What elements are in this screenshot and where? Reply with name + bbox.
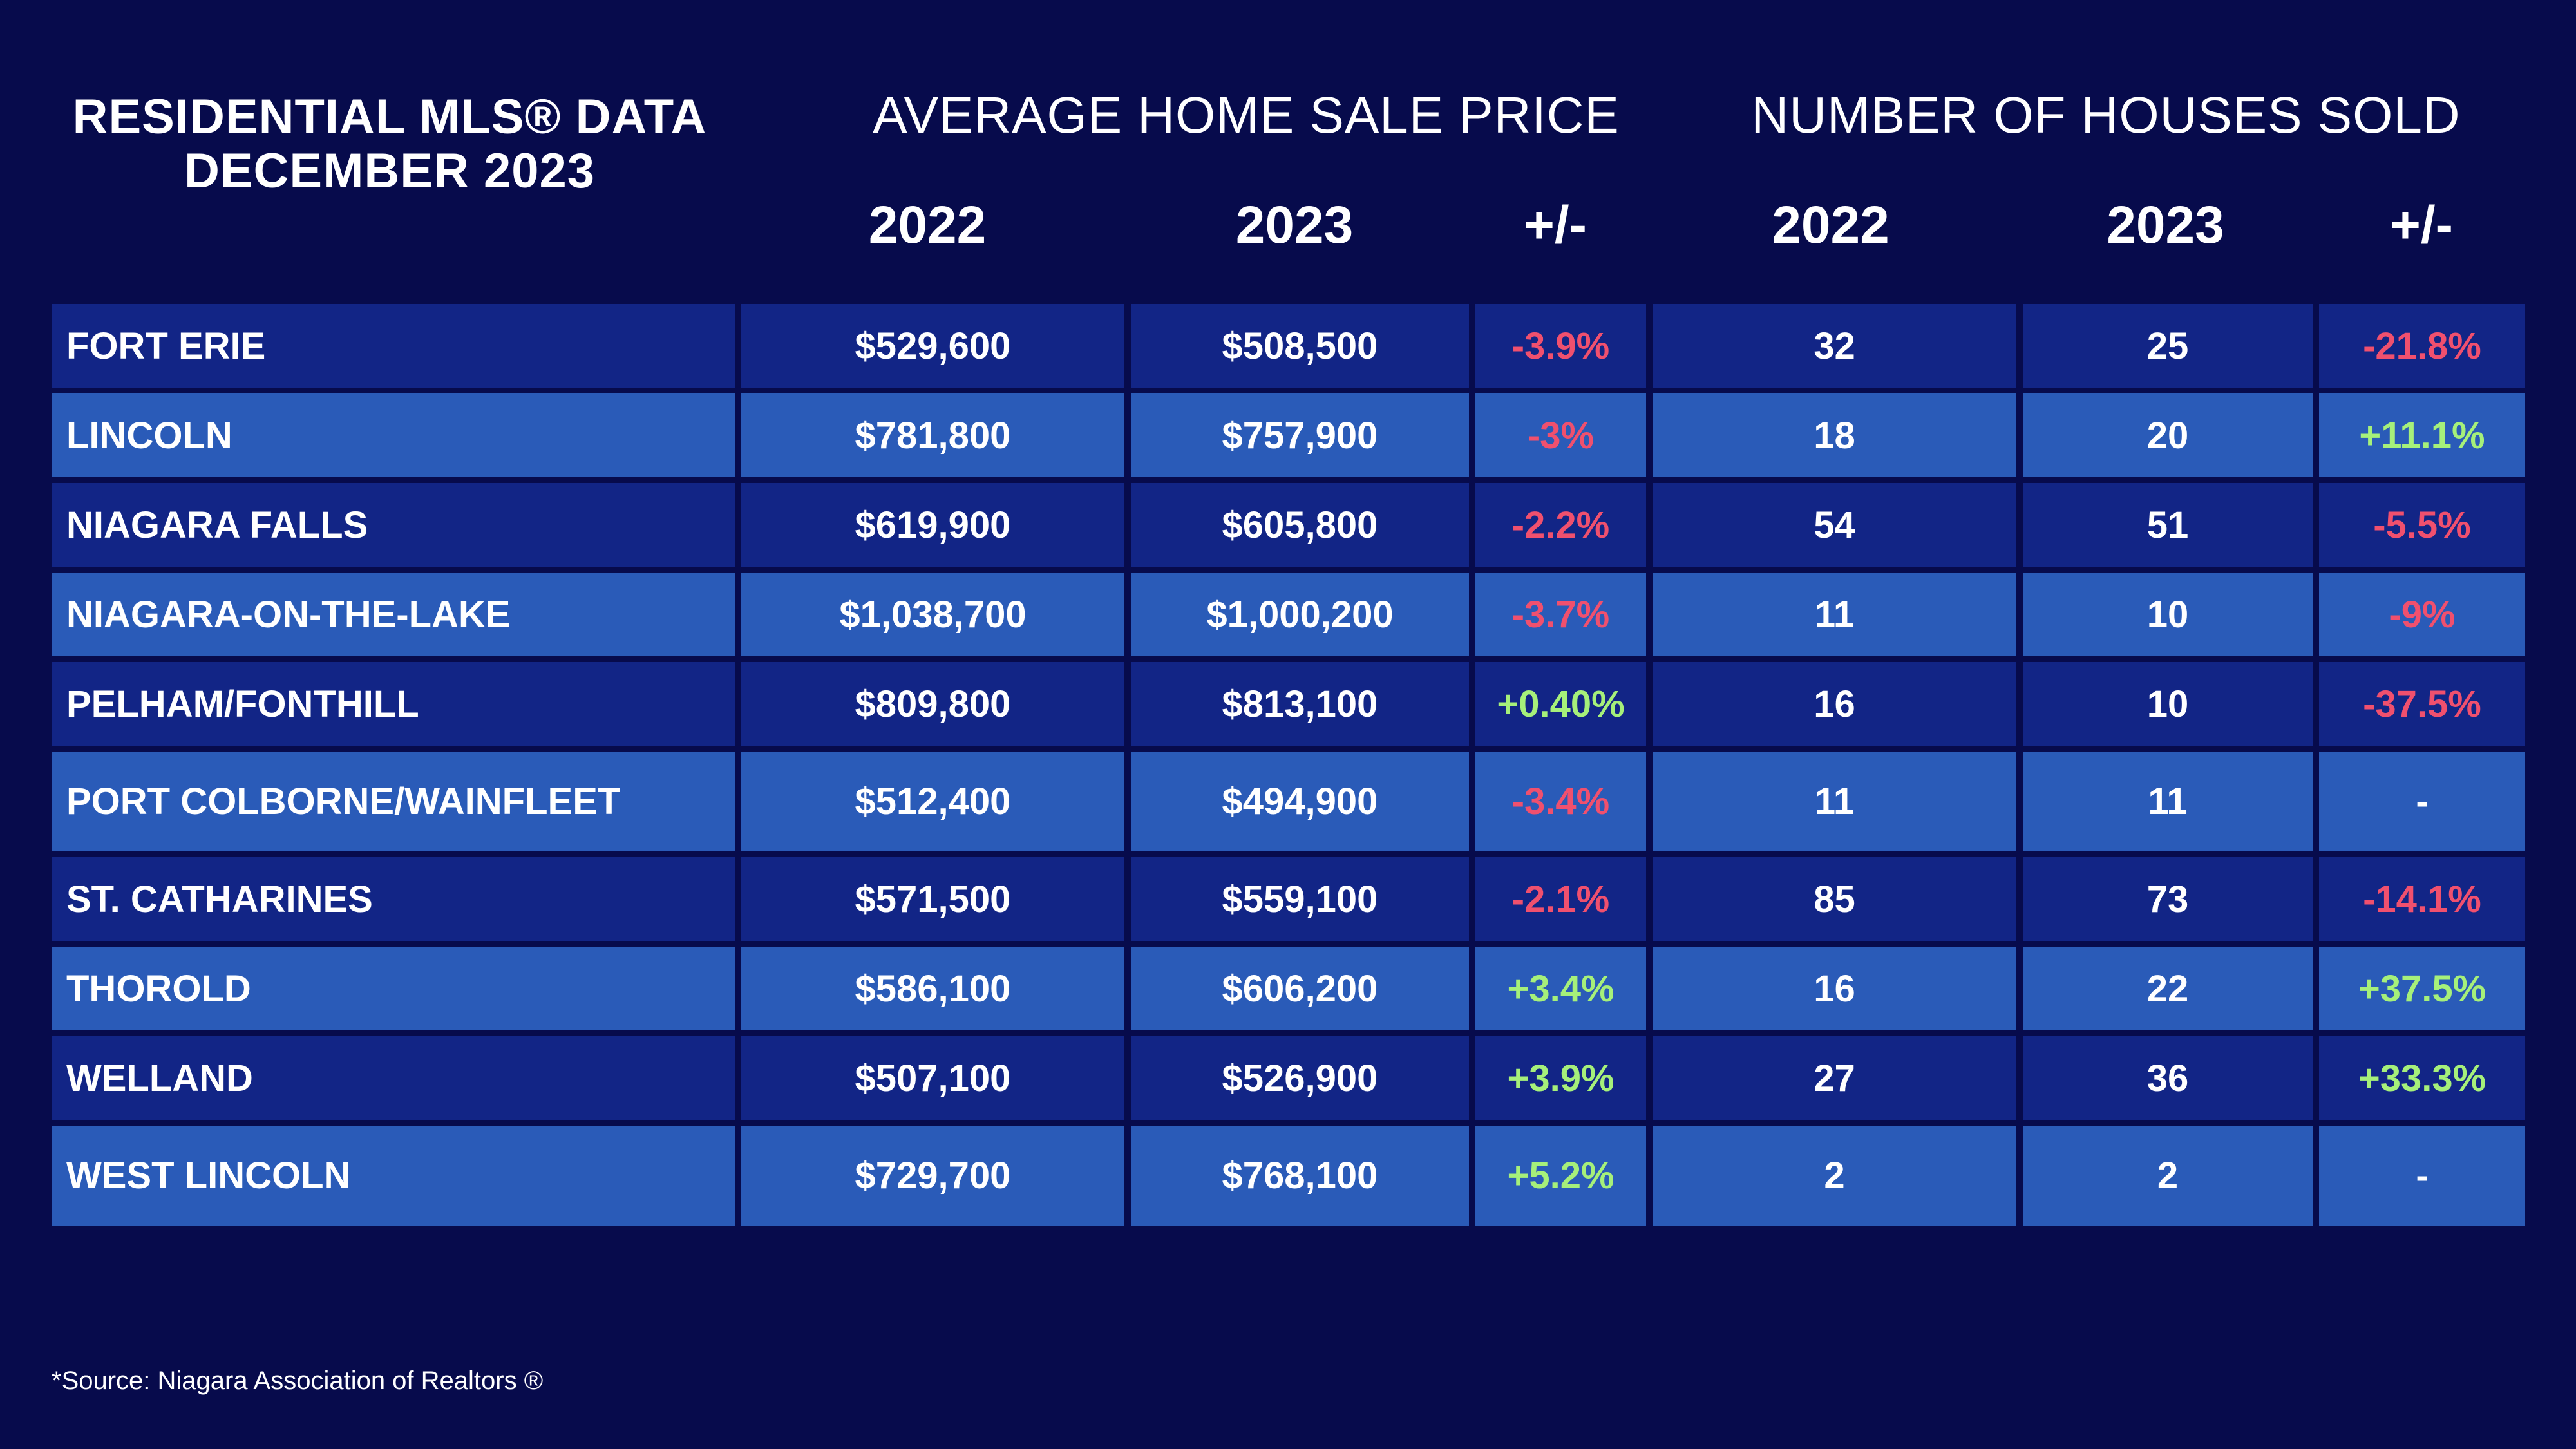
column-header-price-change: +/- [1524,196,1587,254]
cell-sold-2023: 25 [2023,304,2313,388]
cell-sold-2023: 11 [2023,752,2313,851]
cell-sold-2022: 32 [1653,304,2016,388]
group-header-houses-sold: NUMBER OF HOUSES SOLD [1751,86,2461,144]
cell-area: LINCOLN [52,393,735,477]
table-row: LINCOLN $781,800 $757,900 -3% 18 20 +11.1% [52,393,2525,477]
cell-price-2023: $813,100 [1131,662,1469,746]
cell-price-2022: $619,900 [741,483,1124,567]
cell-sold-change: - [2319,1126,2525,1226]
cell-sold-change: +37.5% [2319,947,2525,1030]
cell-price-change: -2.2% [1475,483,1646,567]
cell-price-2022: $781,800 [741,393,1124,477]
cell-area: WEST LINCOLN [52,1126,735,1226]
cell-price-change: -3% [1475,393,1646,477]
cell-price-change: -3.4% [1475,752,1646,851]
cell-sold-2023: 2 [2023,1126,2313,1226]
cell-sold-2022: 54 [1653,483,2016,567]
cell-price-change: -3.9% [1475,304,1646,388]
cell-sold-change: -37.5% [2319,662,2525,746]
table-row: WELLAND $507,100 $526,900 +3.9% 27 36 +33.3% [52,1036,2525,1120]
cell-price-2023: $606,200 [1131,947,1469,1030]
cell-price-2023: $559,100 [1131,857,1469,941]
table-row: PELHAM/FONTHILL $809,800 $813,100 +0.40% 16 1… [52,662,2525,746]
column-header-price-2023: 2023 [1235,196,1354,254]
cell-sold-change: +33.3% [2319,1036,2525,1120]
column-header-sold-2023: 2023 [2107,196,2224,254]
cell-price-change: +5.2% [1475,1126,1646,1226]
cell-sold-2023: 10 [2023,573,2313,656]
cell-price-2023: $1,000,200 [1131,573,1469,656]
cell-sold-2022: 11 [1653,573,2016,656]
cell-area: ST. CATHARINES [52,857,735,941]
cell-sold-change: +11.1% [2319,393,2525,477]
cell-area: PORT COLBORNE/WAINFLEET [52,752,735,851]
cell-price-2022: $529,600 [741,304,1124,388]
cell-price-2023: $508,500 [1131,304,1469,388]
cell-sold-2023: 22 [2023,947,2313,1030]
cell-price-2022: $729,700 [741,1126,1124,1226]
cell-sold-change: -5.5% [2319,483,2525,567]
title-line-1: RESIDENTIAL MLS® DATA [72,90,707,144]
cell-area: NIAGARA-ON-THE-LAKE [52,573,735,656]
cell-area: WELLAND [52,1036,735,1120]
table-row: NIAGARA-ON-THE-LAKE $1,038,700 $1,000,200-… [52,573,2525,656]
cell-sold-2023: 10 [2023,662,2313,746]
cell-sold-2023: 20 [2023,393,2313,477]
cell-price-2022: $586,100 [741,947,1124,1030]
title-line-2: DECEMBER 2023 [184,144,596,198]
column-header-sold-2022: 2022 [1772,196,1889,254]
cell-price-2022: $507,100 [741,1036,1124,1120]
cell-price-change: +3.9% [1475,1036,1646,1120]
cell-price-2023: $605,800 [1131,483,1469,567]
cell-sold-2023: 73 [2023,857,2313,941]
cell-price-change: -2.1% [1475,857,1646,941]
cell-area: FORT ERIE [52,304,735,388]
table-row: NIAGARA FALLS $619,900 $605,800 -2.2% 54 51 -5… [52,483,2525,567]
table-row: PORT COLBORNE/WAINFLEET $512,400 $494,900-… [52,752,2525,851]
cell-sold-change: -9% [2319,573,2525,656]
column-header-sold-change: +/- [2390,196,2453,254]
cell-price-2022: $571,500 [741,857,1124,941]
table-row: THOROLD $586,100 $606,200 +3.4% 16 22 +37.5% [52,947,2525,1030]
cell-sold-2022: 16 [1653,662,2016,746]
cell-sold-2022: 18 [1653,393,2016,477]
cell-price-2022: $809,800 [741,662,1124,746]
cell-sold-2022: 27 [1653,1036,2016,1120]
cell-price-2022: $1,038,700 [741,573,1124,656]
cell-sold-2023: 36 [2023,1036,2313,1120]
table-row: WEST LINCOLN $729,700 $768,100 +5.2% 2 2- [52,1126,2525,1226]
cell-price-change: +0.40% [1475,662,1646,746]
cell-sold-change: -21.8% [2319,304,2525,388]
cell-sold-2022: 11 [1653,752,2016,851]
mls-data-table: FORT ERIE $529,600 $508,500 -3.9% 32 25 -21.8%… [46,298,2532,1231]
cell-sold-2022: 16 [1653,947,2016,1030]
cell-price-2023: $757,900 [1131,393,1469,477]
cell-price-2023: $494,900 [1131,752,1469,851]
cell-price-change: -3.7% [1475,573,1646,656]
table-title: RESIDENTIAL MLS® DATA DECEMBER 2023 [52,90,728,198]
cell-sold-change: - [2319,752,2525,851]
column-header-price-2022: 2022 [868,196,987,254]
cell-sold-2023: 51 [2023,483,2313,567]
cell-area: NIAGARA FALLS [52,483,735,567]
cell-price-2023: $768,100 [1131,1126,1469,1226]
cell-area: THOROLD [52,947,735,1030]
cell-sold-2022: 2 [1653,1126,2016,1226]
cell-price-2022: $512,400 [741,752,1124,851]
cell-sold-change: -14.1% [2319,857,2525,941]
cell-area: PELHAM/FONTHILL [52,662,735,746]
table-row: FORT ERIE $529,600 $508,500 -3.9% 32 25 -21.8% [52,304,2525,388]
table-body: FORT ERIE $529,600 $508,500 -3.9% 32 25 -21.8%… [52,304,2525,1226]
group-header-average-price: AVERAGE HOME SALE PRICE [873,86,1620,144]
cell-price-change: +3.4% [1475,947,1646,1030]
cell-sold-2022: 85 [1653,857,2016,941]
table-row: ST. CATHARINES $571,500 $559,100 -2.1% 85 73-… [52,857,2525,941]
source-note: *Source: Niagara Association of Realtors… [52,1367,544,1395]
cell-price-2023: $526,900 [1131,1036,1469,1120]
